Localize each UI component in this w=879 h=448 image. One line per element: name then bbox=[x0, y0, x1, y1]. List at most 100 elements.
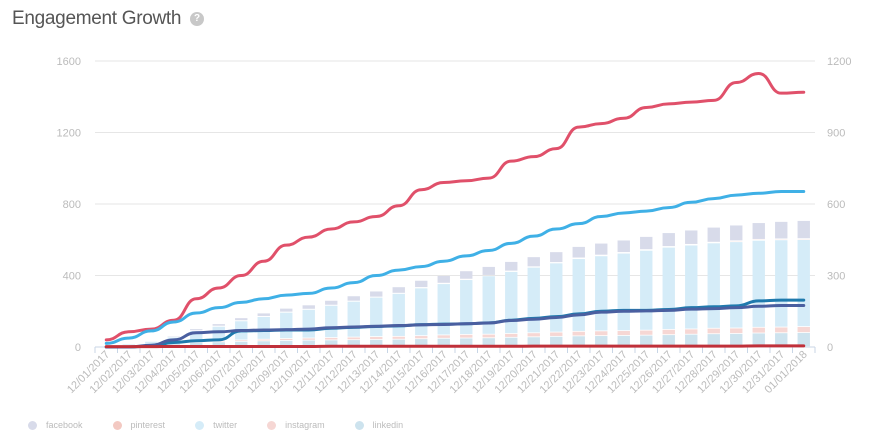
bar-facebook bbox=[550, 252, 563, 263]
y-right-tick: 300 bbox=[827, 271, 845, 283]
bar-instagram bbox=[752, 327, 765, 333]
bar-twitter bbox=[280, 312, 293, 339]
bar-twitter bbox=[415, 288, 428, 336]
bar-facebook bbox=[370, 291, 383, 297]
bar-instagram bbox=[730, 328, 743, 334]
bar-instagram bbox=[505, 333, 518, 337]
bar-twitter bbox=[302, 309, 315, 338]
bar-twitter bbox=[775, 240, 788, 327]
y-left-tick: 1600 bbox=[57, 56, 81, 68]
bar-instagram bbox=[640, 330, 653, 335]
bar-twitter bbox=[595, 256, 608, 331]
y-left-tick: 0 bbox=[75, 342, 81, 354]
bar-linkedin bbox=[302, 340, 315, 347]
bar-linkedin bbox=[662, 335, 675, 347]
bar-instagram bbox=[460, 334, 473, 338]
bar-linkedin bbox=[775, 333, 788, 347]
legend-label: pinterest bbox=[130, 420, 166, 430]
bar-facebook bbox=[505, 261, 518, 271]
bar-twitter bbox=[460, 280, 473, 335]
line-series-0 bbox=[104, 72, 806, 342]
bar-twitter bbox=[752, 240, 765, 327]
bar-instagram bbox=[257, 339, 270, 341]
bar-facebook bbox=[640, 236, 653, 250]
bar-twitter bbox=[640, 250, 653, 330]
bar-twitter bbox=[257, 316, 270, 339]
y-right-tick: 900 bbox=[827, 128, 845, 140]
bar-linkedin bbox=[190, 342, 203, 347]
bar-instagram bbox=[235, 340, 248, 341]
bar-linkedin bbox=[415, 339, 428, 347]
line-series-1 bbox=[104, 189, 806, 345]
bar-linkedin bbox=[437, 338, 450, 347]
bar-facebook bbox=[617, 240, 630, 253]
bar-linkedin bbox=[460, 338, 473, 347]
bar-linkedin bbox=[235, 341, 248, 347]
line-series-3 bbox=[104, 304, 806, 349]
bar-facebook bbox=[775, 221, 788, 239]
bar-linkedin bbox=[707, 334, 720, 347]
bar-twitter bbox=[370, 297, 383, 337]
bar-facebook bbox=[685, 230, 698, 244]
bar-linkedin bbox=[280, 340, 293, 347]
legend-item-pinterest[interactable]: pinterest bbox=[112, 420, 166, 430]
bar-facebook bbox=[662, 233, 675, 247]
bar-linkedin bbox=[482, 338, 495, 347]
legend-dot-icon bbox=[195, 420, 205, 430]
bar-linkedin bbox=[595, 336, 608, 347]
bar-linkedin bbox=[257, 341, 270, 347]
bar-linkedin bbox=[505, 337, 518, 347]
y-left-tick: 1200 bbox=[57, 128, 81, 140]
bar-twitter bbox=[662, 247, 675, 330]
y-left-tick: 400 bbox=[63, 271, 81, 283]
legend-label: instagram bbox=[285, 420, 325, 430]
bar-linkedin bbox=[617, 335, 630, 347]
bar-instagram bbox=[550, 332, 563, 336]
bar-linkedin bbox=[370, 339, 383, 347]
bar-linkedin bbox=[640, 335, 653, 347]
bar-instagram bbox=[325, 337, 338, 340]
bar-instagram bbox=[482, 334, 495, 338]
bar-twitter bbox=[797, 239, 810, 327]
legend-item-linkedin[interactable]: linkedin bbox=[354, 420, 403, 430]
bar-linkedin bbox=[685, 334, 698, 347]
bar-twitter bbox=[550, 263, 563, 332]
legend: facebook pinterest twitter instagram linkedi… bbox=[28, 420, 403, 430]
legend-label: twitter bbox=[213, 420, 238, 430]
bar-facebook bbox=[257, 313, 270, 316]
legend-item-twitter[interactable]: twitter bbox=[195, 420, 237, 430]
bar-facebook bbox=[482, 266, 495, 275]
y-left-tick: 800 bbox=[63, 199, 81, 211]
bar-twitter bbox=[527, 267, 540, 333]
legend-item-instagram[interactable]: instagram bbox=[267, 420, 325, 430]
bar-linkedin bbox=[392, 339, 405, 347]
bar-facebook bbox=[707, 227, 720, 242]
bar-facebook bbox=[235, 318, 248, 321]
question-circle-icon[interactable]: ? bbox=[190, 12, 204, 26]
legend-dot-icon bbox=[112, 420, 122, 430]
legend-item-facebook[interactable]: facebook bbox=[28, 420, 83, 430]
bar-facebook bbox=[415, 280, 428, 288]
bar-instagram bbox=[685, 329, 698, 334]
bar-linkedin bbox=[347, 340, 360, 347]
bar-facebook bbox=[730, 225, 743, 241]
bar-twitter bbox=[145, 341, 158, 344]
bar-instagram bbox=[370, 336, 383, 340]
bar-facebook bbox=[325, 300, 338, 305]
legend-dot-icon bbox=[267, 420, 277, 430]
bar-twitter bbox=[707, 243, 720, 328]
bar-instagram bbox=[347, 337, 360, 340]
bar-linkedin bbox=[212, 342, 225, 347]
legend-label: facebook bbox=[46, 420, 83, 430]
bar-instagram bbox=[572, 331, 585, 336]
bar-facebook bbox=[797, 220, 810, 239]
bar-linkedin bbox=[325, 340, 338, 347]
bar-twitter bbox=[392, 293, 405, 336]
bar-twitter bbox=[325, 305, 338, 338]
bar-facebook bbox=[527, 257, 540, 267]
bar-twitter bbox=[212, 326, 225, 341]
bar-instagram bbox=[775, 327, 788, 333]
bar-twitter bbox=[482, 276, 495, 334]
page-title: Engagement Growth bbox=[12, 8, 182, 29]
